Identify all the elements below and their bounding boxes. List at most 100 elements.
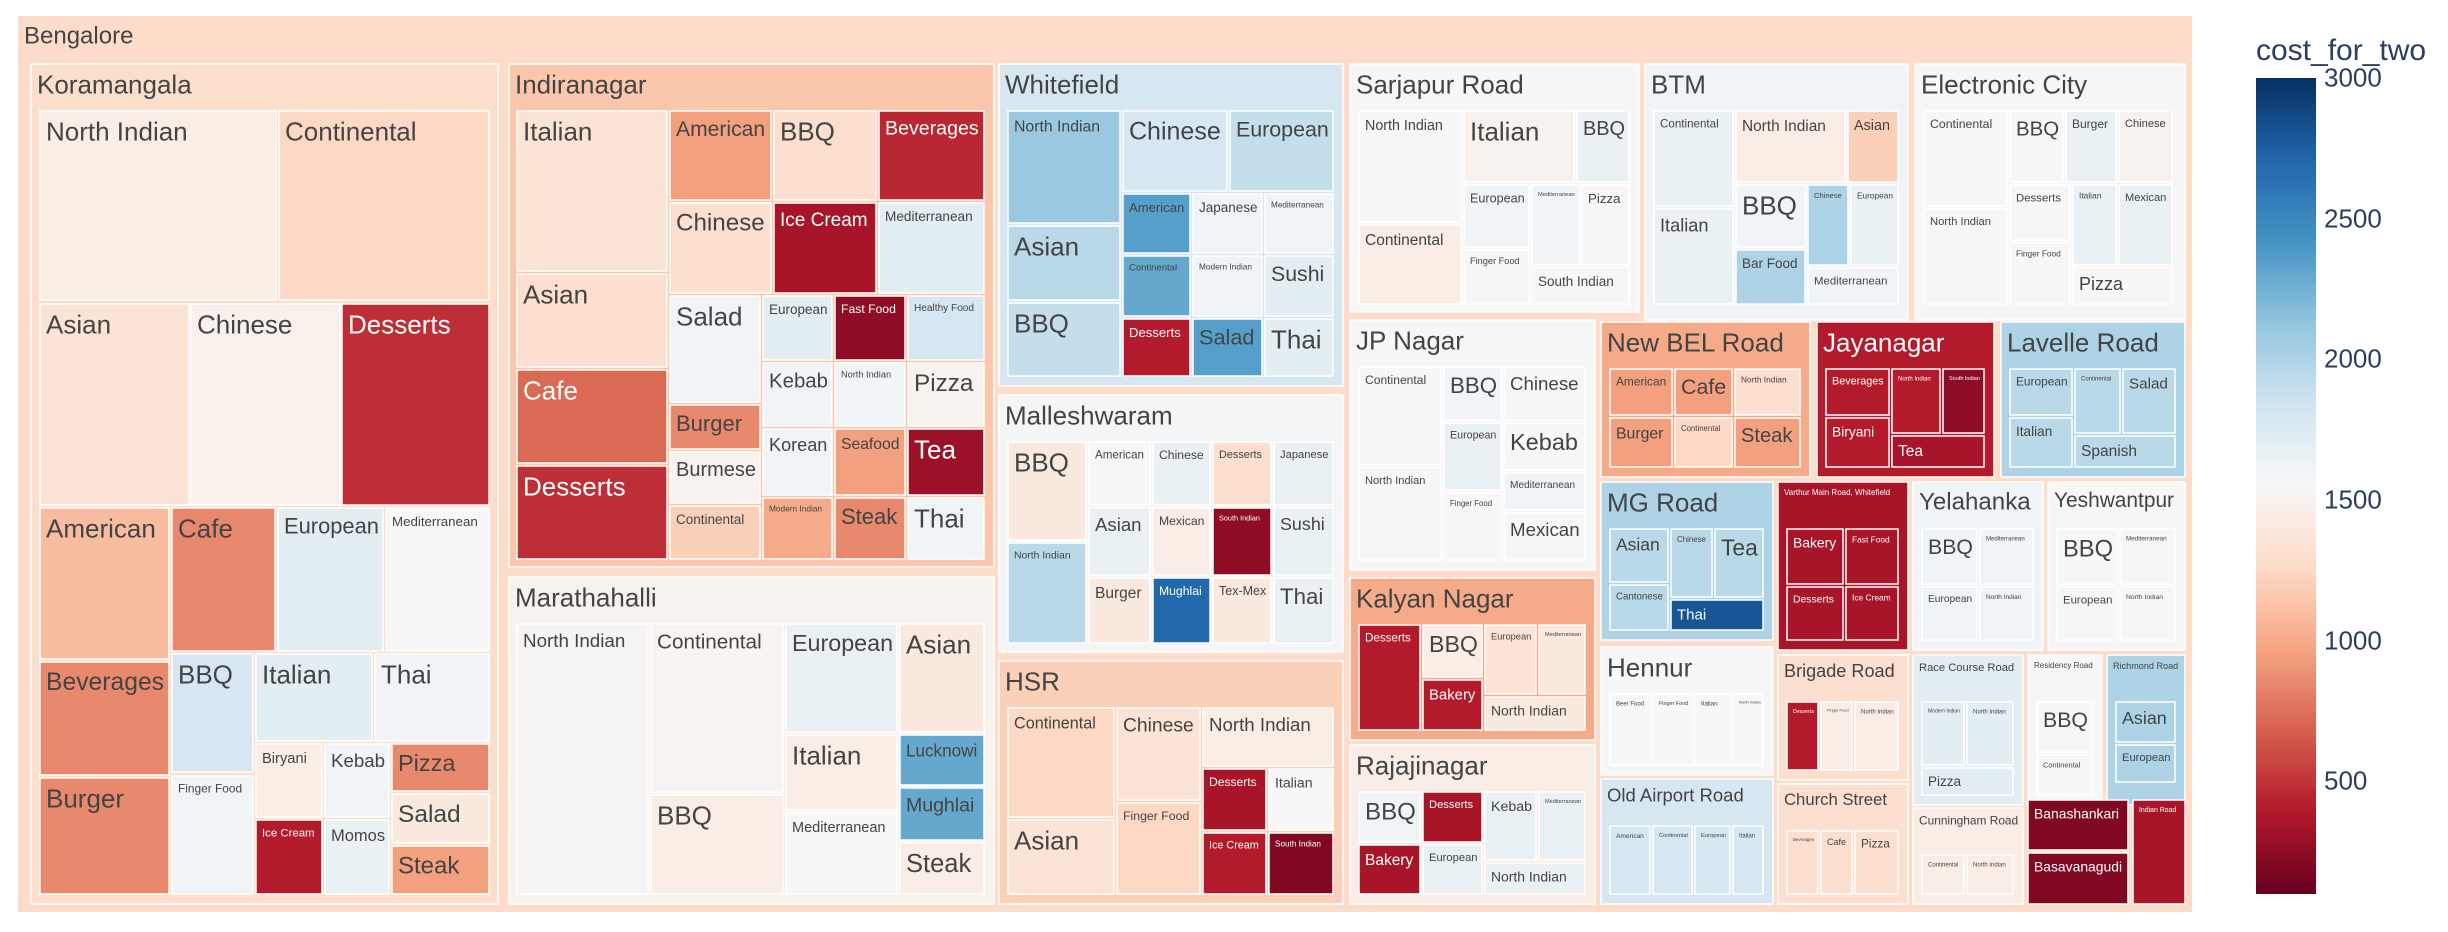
treemap-rect[interactable] xyxy=(1358,366,1442,466)
treemap-rect[interactable] xyxy=(1152,507,1211,576)
treemap-rect[interactable] xyxy=(1443,492,1502,561)
treemap-node-hsr-ice-cream[interactable]: Ice Cream xyxy=(1202,832,1267,895)
treemap-rect[interactable] xyxy=(1273,507,1334,576)
treemap-rect[interactable] xyxy=(1212,577,1272,644)
treemap-rect[interactable] xyxy=(1088,577,1151,644)
treemap-rect[interactable] xyxy=(1122,110,1228,192)
treemap-rect[interactable] xyxy=(1786,830,1819,895)
treemap-node-koramangala-cafe[interactable]: Cafe xyxy=(171,507,276,652)
treemap-rect[interactable] xyxy=(1202,832,1267,895)
treemap-rect[interactable] xyxy=(1670,599,1764,631)
treemap-node-sarjapur-road-pizza[interactable]: Pizza xyxy=(1581,184,1630,266)
treemap-rect[interactable] xyxy=(1152,441,1211,506)
treemap-node-malleshwaram-mexican[interactable]: Mexican xyxy=(1152,507,1211,576)
treemap-node-jp-nagar-kebab[interactable]: Kebab xyxy=(1503,422,1586,471)
treemap-rect[interactable] xyxy=(2115,701,2176,743)
treemap-rect[interactable] xyxy=(1264,318,1334,377)
treemap-rect[interactable] xyxy=(255,819,323,895)
treemap-rect[interactable] xyxy=(2009,368,2073,416)
treemap-node-hsr-south-indian[interactable]: South Indian xyxy=(1268,832,1334,895)
treemap-node-indiranagar-north-indian[interactable]: North Indian xyxy=(834,362,906,427)
treemap-rect[interactable] xyxy=(2027,852,2129,905)
treemap-rect[interactable] xyxy=(1921,767,2014,796)
treemap-node-whitefield-north-indian[interactable]: North Indian xyxy=(1007,110,1121,224)
treemap-node-malleshwaram-american[interactable]: American xyxy=(1088,441,1151,506)
treemap-rect[interactable] xyxy=(762,295,833,361)
treemap-node-btm-bbq[interactable]: BBQ xyxy=(1735,184,1806,248)
treemap-node-malleshwaram-chinese[interactable]: Chinese xyxy=(1152,441,1211,506)
treemap-rect[interactable] xyxy=(878,110,985,201)
treemap-node-indiranagar-italian[interactable]: Italian xyxy=(516,110,668,272)
treemap-rect[interactable] xyxy=(1734,417,1801,468)
treemap-rect[interactable] xyxy=(1116,802,1201,895)
treemap-rect[interactable] xyxy=(1609,417,1673,468)
treemap-rect[interactable] xyxy=(324,819,390,895)
treemap-node-hennur-beer-food[interactable]: Beer Food xyxy=(1609,693,1651,766)
treemap-node-sarjapur-road-bbq[interactable]: BBQ xyxy=(1576,110,1630,183)
treemap-rect[interactable] xyxy=(1463,110,1575,183)
treemap-node-mg-road-cantonese[interactable]: Cantonese xyxy=(1609,584,1669,631)
treemap-node-mg-road-tea[interactable]: Tea xyxy=(1714,528,1764,598)
treemap-node-btm-north-indian[interactable]: North Indian xyxy=(1735,110,1846,183)
treemap-rect[interactable] xyxy=(878,202,985,294)
treemap-rect[interactable] xyxy=(1966,701,2014,766)
treemap-node-btm-italian[interactable]: Italian xyxy=(1653,208,1734,305)
treemap-rect[interactable] xyxy=(1807,184,1849,266)
treemap-rect[interactable] xyxy=(1264,193,1334,254)
treemap-rect[interactable] xyxy=(899,842,985,895)
treemap-rect[interactable] xyxy=(1422,624,1483,678)
treemap-node-sarjapur-road-continental[interactable]: Continental xyxy=(1358,224,1462,305)
treemap-rect[interactable] xyxy=(1538,791,1586,861)
treemap-node-jp-nagar-mexican[interactable]: Mexican xyxy=(1503,512,1586,561)
treemap-node-indiranagar-healthy-food[interactable]: Healthy Food xyxy=(907,295,985,361)
treemap-rect[interactable] xyxy=(907,428,985,496)
treemap-node-indiranagar-steak[interactable]: Steak xyxy=(834,497,906,560)
treemap-rect[interactable] xyxy=(1820,701,1853,771)
treemap-rect[interactable] xyxy=(1358,791,1421,843)
treemap-node-lavelle-road-spanish[interactable]: Spanish xyxy=(2074,435,2176,468)
treemap-node-yeshwantpur-mediterranean[interactable]: Mediterranean xyxy=(2119,528,2176,585)
treemap-node-indiranagar-korean[interactable]: Korean xyxy=(762,428,833,496)
treemap-rect[interactable] xyxy=(899,787,985,841)
treemap-node-jp-nagar-continental[interactable]: Continental xyxy=(1358,366,1442,466)
treemap-node-sarjapur-road-european[interactable]: European xyxy=(1463,184,1530,248)
treemap-node-kalyan-nagar-desserts[interactable]: Desserts xyxy=(1358,624,1421,731)
treemap-rect[interactable] xyxy=(1670,528,1713,598)
treemap-node-richmond-road-asian[interactable]: Asian xyxy=(2115,701,2176,743)
treemap-rect[interactable] xyxy=(1786,701,1819,771)
treemap-rect[interactable] xyxy=(1192,255,1263,317)
treemap-rect[interactable] xyxy=(1786,528,1844,585)
treemap-rect[interactable] xyxy=(1921,586,1978,641)
treemap-node-indiranagar-beverages[interactable]: Beverages xyxy=(878,110,985,201)
treemap-node-electronic-city-pizza[interactable]: Pizza xyxy=(2072,267,2173,305)
treemap-node-new-bel-road-american[interactable]: American xyxy=(1609,368,1673,416)
treemap-node-btm-european[interactable]: European xyxy=(1850,184,1899,266)
treemap-rect[interactable] xyxy=(1694,825,1731,895)
treemap-rect[interactable] xyxy=(171,653,254,773)
treemap-node-marathahalli-asian[interactable]: Asian xyxy=(899,623,985,733)
treemap-node-residency-road-bbq[interactable]: BBQ xyxy=(2036,701,2093,753)
treemap-rect[interactable] xyxy=(834,428,906,496)
treemap-rect[interactable] xyxy=(2119,528,2176,585)
treemap-rect[interactable] xyxy=(1854,830,1899,895)
treemap-node-indiranagar-salad[interactable]: Salad xyxy=(669,295,761,403)
treemap-rect[interactable] xyxy=(899,623,985,733)
treemap-node-whitefield-sushi[interactable]: Sushi xyxy=(1264,255,1334,317)
treemap-node-marathahalli-continental[interactable]: Continental xyxy=(650,623,784,793)
treemap-node-jayanagar-north-indian[interactable]: North Indian xyxy=(1891,368,1941,434)
treemap-rect[interactable] xyxy=(1007,707,1115,818)
treemap-rect[interactable] xyxy=(171,507,276,652)
treemap-node-electronic-city-italian[interactable]: Italian xyxy=(2072,184,2117,266)
treemap-rect[interactable] xyxy=(1192,193,1263,254)
treemap-rect[interactable] xyxy=(1358,224,1462,305)
treemap-node-koramangala-thai[interactable]: Thai xyxy=(374,653,490,742)
treemap-rect[interactable] xyxy=(1979,528,2034,585)
treemap-node-church-street-cafe[interactable]: Cafe xyxy=(1820,830,1853,895)
treemap-rect[interactable] xyxy=(1422,791,1483,843)
treemap-rect[interactable] xyxy=(650,623,784,793)
treemap-node-koramangala-european[interactable]: European xyxy=(277,507,384,652)
treemap-rect[interactable] xyxy=(1443,366,1502,421)
treemap-node-electronic-city-bbq[interactable]: BBQ xyxy=(2009,110,2064,183)
treemap-node-koramangala-italian[interactable]: Italian xyxy=(255,653,373,742)
treemap-node-hsr-asian[interactable]: Asian xyxy=(1007,819,1115,895)
